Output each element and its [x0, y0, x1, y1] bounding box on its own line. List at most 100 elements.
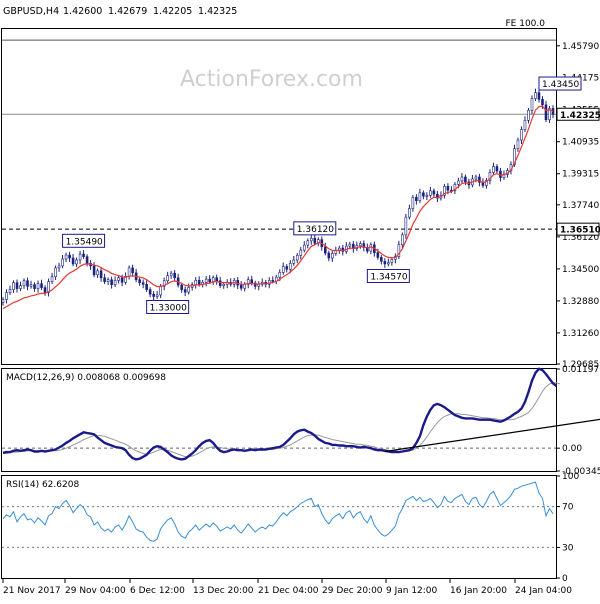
rsi-y-tick: 100 [562, 472, 579, 482]
x-tick-label: 21 Dec 04:00 [258, 586, 319, 596]
candle-body [288, 263, 292, 270]
candle-body [215, 277, 218, 282]
candle-body [92, 265, 96, 276]
annotation-label: 1.43450 [542, 80, 579, 90]
rsi-title: RSI(14) 62.6208 [6, 480, 79, 490]
candle-body [285, 266, 289, 270]
level-price-label: 1.36510 [560, 226, 600, 236]
candle-body [99, 270, 103, 279]
candle-body [19, 285, 22, 289]
candle-body [36, 283, 40, 289]
candle-body [299, 249, 303, 256]
macd-panel-frame [1, 368, 557, 472]
macd-y-tick: -0.003453 [562, 467, 600, 477]
candle-body [383, 261, 387, 265]
candle-body [124, 276, 127, 283]
rsi-line [2, 481, 554, 542]
candle-body [292, 259, 296, 264]
candle-body [380, 257, 383, 262]
candle-body [159, 285, 162, 296]
x-tick-label: 21 Nov 2017 [3, 586, 61, 596]
watermark: ActionForex.com [180, 67, 363, 92]
candle-body [12, 282, 15, 290]
annotation-box [366, 268, 410, 283]
price-y-tick: 1.39315 [562, 170, 599, 180]
annotation-label: 1.36120 [297, 225, 334, 235]
candle-body [390, 259, 394, 263]
candle-body [246, 279, 250, 285]
candle-body [544, 104, 548, 120]
candle-body [369, 244, 373, 252]
price-y-tick: 1.36120 [562, 233, 599, 243]
header-symbol: GBPUSD,H4 [3, 6, 59, 17]
candle-body [166, 275, 169, 282]
candle-body [488, 172, 492, 181]
candle-body [127, 267, 131, 277]
candle-body [71, 257, 75, 265]
candle-body [464, 176, 467, 183]
candle-body [43, 287, 47, 293]
candle-body [267, 280, 271, 285]
candle-body [530, 98, 534, 111]
candle-body [323, 246, 327, 254]
candle-body [211, 277, 215, 283]
rsi-panel-frame [1, 475, 557, 579]
price-y-tick: 1.31260 [562, 329, 599, 339]
candle-body [29, 284, 33, 287]
candle-body [478, 176, 481, 183]
candle-body [309, 237, 313, 242]
annotation-label: 1.33000 [150, 304, 187, 314]
macd-y-tick: 0.00 [562, 444, 582, 454]
candle-body [460, 176, 464, 182]
candle-body [429, 190, 432, 196]
macd-title: MACD(12,26,9) 0.008068 0.009698 [6, 373, 166, 383]
macd-line [2, 367, 558, 461]
fe-label: FE 100.0 [506, 19, 546, 29]
candle-body [541, 99, 544, 106]
candle-body [169, 272, 173, 277]
candle-body [408, 208, 411, 218]
candle-body [537, 92, 541, 100]
candle-body [40, 283, 43, 288]
candle-body [106, 279, 110, 283]
candle-body [513, 148, 516, 165]
candle-body [117, 277, 120, 281]
candle-body [197, 280, 201, 285]
candle-body [271, 280, 275, 282]
moving-average-line [2, 105, 554, 310]
price-y-tick: 1.32880 [562, 297, 599, 307]
candle-body [516, 139, 520, 150]
candle-body [57, 265, 61, 269]
candle-body [457, 180, 460, 185]
candle-body [401, 234, 404, 246]
candle-body [187, 287, 190, 293]
candle-body [145, 283, 148, 290]
candle-body [359, 243, 362, 246]
candle-body [208, 278, 211, 283]
candle-body [141, 282, 145, 285]
current-price-label: 1.42325 [560, 111, 600, 121]
candle-body [278, 272, 282, 278]
candle-body [82, 253, 85, 257]
rsi-y-tick: 30 [562, 543, 574, 553]
x-tick-label: 13 Dec 20:00 [193, 586, 254, 596]
candle-body [120, 277, 124, 283]
candle-body [306, 240, 310, 246]
candle-body [85, 256, 89, 264]
candle-body [492, 166, 495, 173]
candle-body [295, 255, 299, 261]
candle-body [281, 266, 285, 273]
candle-body [47, 281, 50, 293]
candle-body [404, 216, 408, 236]
candle-body [15, 282, 19, 289]
candle-body [33, 284, 36, 289]
candle-body [110, 279, 113, 285]
candle-body [446, 185, 450, 191]
candles [1, 88, 555, 306]
candle-body [194, 280, 197, 285]
candle-body [313, 237, 317, 244]
price-y-tick: 1.37740 [562, 201, 599, 211]
price-y-tick: 1.29685 [562, 360, 599, 370]
x-tick-label: 6 Dec 12:00 [130, 586, 185, 596]
